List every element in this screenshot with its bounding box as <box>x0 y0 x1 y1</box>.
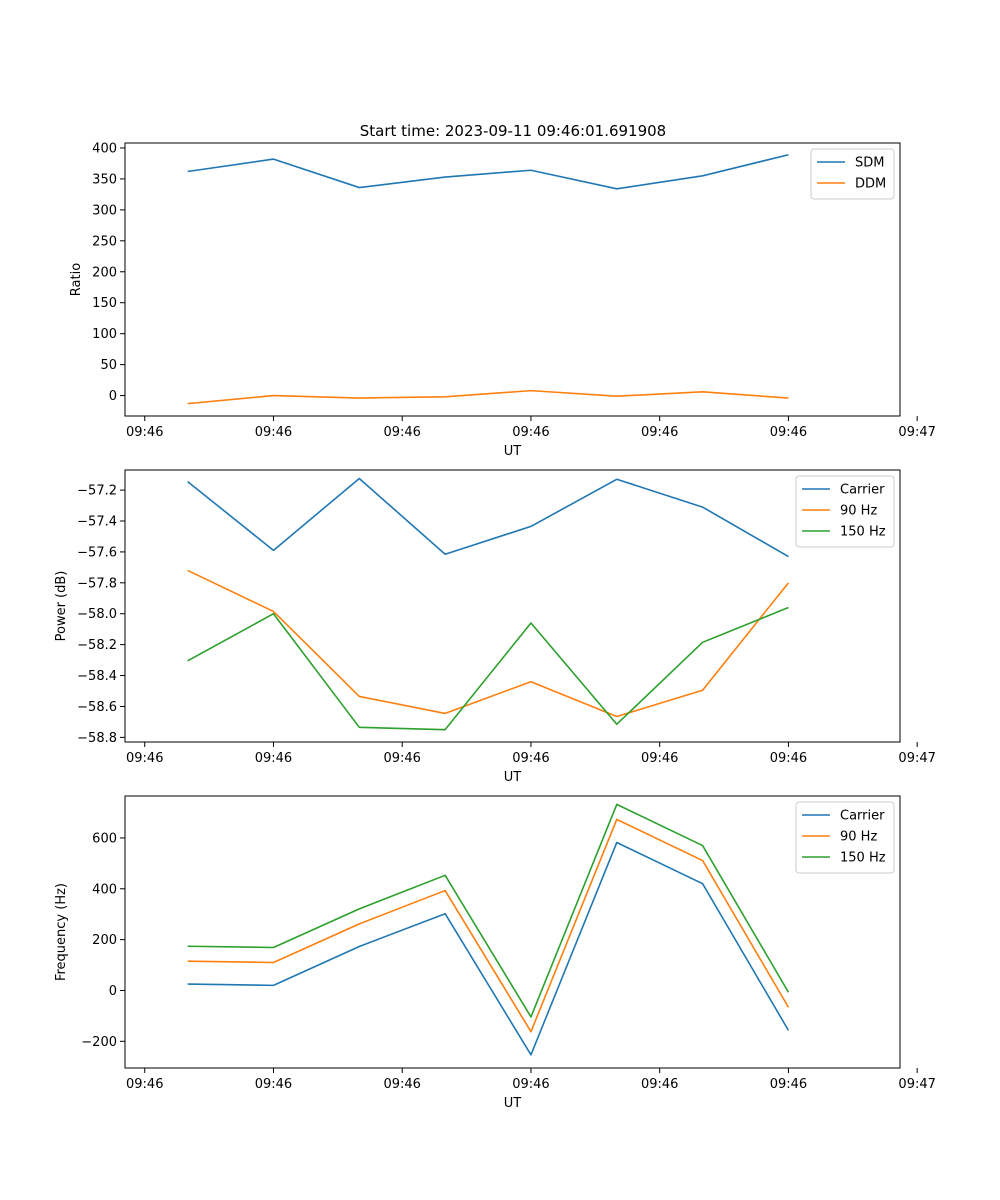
frequency-y-tick-label: −200 <box>81 1035 117 1050</box>
ratio-series-group <box>187 153 789 405</box>
frequency-legend-label-carrier: Carrier <box>840 809 885 824</box>
ratio-series-line-ddm <box>187 389 789 405</box>
power-axes-frame <box>124 469 901 743</box>
frequency-x-tick-label: 09:46 <box>512 1077 549 1092</box>
power-y-tick-label: −57.6 <box>77 545 117 560</box>
power-legend: Carrier 90 Hz 150 Hz <box>795 475 895 548</box>
frequency-x-tick-label: 09:47 <box>898 1077 935 1092</box>
power-series-group <box>187 477 790 731</box>
power-y-tick-label: −57.4 <box>77 515 117 530</box>
power-legend-label-150-hz: 150 Hz <box>840 525 886 540</box>
power-legend-label-carrier: Carrier <box>840 483 885 498</box>
power-y-tick-label: −58.0 <box>77 607 117 622</box>
power-x-tick-label: 09:47 <box>898 751 935 766</box>
power-x-tick-label: 09:46 <box>383 751 420 766</box>
ratio-y-tick-label: 400 <box>92 141 117 156</box>
power-x-tick-label: 09:46 <box>770 751 807 766</box>
frequency-panel: 09:46 09:46 09:46 09:46 09:46 09:46 09:47 −200 0… <box>54 795 936 1111</box>
frequency-x-tick-label: 09:46 <box>770 1077 807 1092</box>
frequency-series-line-150-hz <box>187 803 790 1018</box>
ratio-x-axis-label: UT <box>504 444 522 459</box>
ratio-y-tick-label: 0 <box>109 389 117 404</box>
frequency-y-tick-label: 200 <box>92 933 117 948</box>
ratio-legend-label-ddm: DDM <box>855 177 886 192</box>
frequency-legend-box <box>795 801 895 874</box>
power-y-axis-label: Power (dB) <box>54 571 69 642</box>
ratio-x-tick-label: 09:46 <box>383 425 420 440</box>
frequency-y-tick-label: 0 <box>109 984 117 999</box>
power-legend-box <box>795 475 895 548</box>
power-series-line-150-hz <box>187 606 789 731</box>
frequency-y-tick-label: 400 <box>92 882 117 897</box>
ratio-y-tick-label: 150 <box>92 296 117 311</box>
frequency-y-tick-label: 600 <box>92 831 117 846</box>
frequency-series-line-90-hz <box>187 818 790 1033</box>
power-y-tick-label: −57.8 <box>77 576 117 591</box>
ratio-series-line-sdm <box>187 153 789 190</box>
ratio-x-tick-label: 09:46 <box>641 425 678 440</box>
power-x-tick-label: 09:46 <box>512 751 549 766</box>
frequency-x-axis-label: UT <box>504 1096 522 1111</box>
frequency-legend: Carrier 90 Hz 150 Hz <box>795 801 895 874</box>
power-x-tick-label: 09:46 <box>255 751 292 766</box>
ratio-axes-frame <box>124 142 901 417</box>
ratio-y-tick-label: 50 <box>100 358 117 373</box>
frequency-x-tick-label: 09:46 <box>383 1077 420 1092</box>
ratio-y-tick-label: 350 <box>92 172 117 187</box>
power-panel: 09:46 09:46 09:46 09:46 09:46 09:46 09:47 −58.8… <box>54 469 936 785</box>
ratio-x-tick-label: 09:46 <box>126 425 163 440</box>
power-y-tick-label: −58.6 <box>77 700 117 715</box>
frequency-x-tick-label: 09:46 <box>641 1077 678 1092</box>
ratio-x-tick-label: 09:46 <box>770 425 807 440</box>
ratio-y-axis-label: Ratio <box>69 263 84 296</box>
power-y-tick-label: −58.2 <box>77 638 117 653</box>
power-legend-label-90-hz: 90 Hz <box>840 504 877 519</box>
frequency-axes-frame <box>124 795 901 1069</box>
power-series-line-90-hz <box>187 569 790 718</box>
ratio-x-tick-label: 09:46 <box>255 425 292 440</box>
frequency-y-axis-label: Frequency (Hz) <box>54 883 69 981</box>
ratio-x-tick-label: 09:46 <box>512 425 549 440</box>
power-x-axis-label: UT <box>504 770 522 785</box>
power-y-tick-label: −58.4 <box>77 669 117 684</box>
ratio-y-tick-label: 250 <box>92 234 117 249</box>
frequency-x-tick-label: 09:46 <box>255 1077 292 1092</box>
frequency-series-line-carrier <box>187 841 790 1056</box>
ratio-y-tick-label: 300 <box>92 203 117 218</box>
frequency-series-group <box>187 803 790 1056</box>
ratio-y-tick-label: 200 <box>92 265 117 280</box>
ratio-y-tick-label: 100 <box>92 327 117 342</box>
power-series-line-carrier <box>187 477 789 558</box>
figure-title: Start time: 2023-09-11 09:46:01.691908 <box>360 122 666 140</box>
ratio-legend: SDM DDM <box>810 148 895 200</box>
frequency-x-tick-label: 09:46 <box>126 1077 163 1092</box>
power-y-tick-label: −58.8 <box>77 731 117 746</box>
ratio-legend-label-sdm: SDM <box>855 156 884 171</box>
frequency-legend-label-150-hz: 150 Hz <box>840 851 886 866</box>
ratio-panel: 09:46 09:46 09:46 09:46 09:46 09:46 09:47 0 50 10… <box>69 141 936 459</box>
power-y-tick-label: −57.2 <box>77 484 117 499</box>
frequency-legend-label-90-hz: 90 Hz <box>840 830 877 845</box>
power-x-tick-label: 09:46 <box>641 751 678 766</box>
power-x-tick-label: 09:46 <box>126 751 163 766</box>
ratio-x-tick-label: 09:47 <box>898 425 935 440</box>
